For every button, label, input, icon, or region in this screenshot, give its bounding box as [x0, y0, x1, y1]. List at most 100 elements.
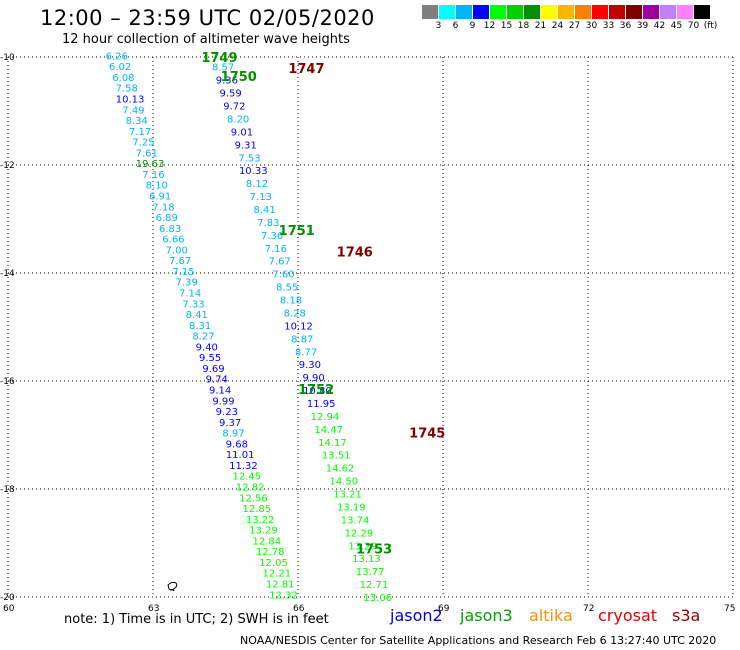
x-tick-label: 60 [3, 604, 15, 614]
swh-value-label: 13.19 [337, 502, 366, 513]
legend-swatch [422, 5, 439, 19]
swh-value-label: 6.83 [159, 224, 181, 235]
legend-label: 42 [653, 21, 666, 31]
swh-value-label: 9.37 [219, 418, 241, 429]
swh-value-label: 12.56 [239, 493, 268, 504]
swh-value-label: 13.29 [348, 541, 377, 552]
swh-value-label: 14.47 [314, 425, 343, 436]
swh-value-label: 7.14 [179, 289, 201, 300]
swh-value-label: 19.63 [136, 159, 165, 170]
pass-labels: 1749 1750 1747 1751 1746 1752 1745 1753 [201, 51, 445, 557]
mission-name: altika [529, 606, 573, 625]
plot-frame [8, 57, 733, 597]
swh-value-label: 8.34 [126, 116, 148, 127]
legend-label: 21 [534, 21, 547, 31]
swh-value-label: 10.13 [116, 94, 145, 105]
swh-value-label: 9.14 [209, 386, 231, 397]
color-legend-labels: 3 6 9 12 15 18 21 24 27 30 33 36 39 42 45 70 (ft) [430, 21, 719, 31]
legend-swatch [490, 5, 507, 19]
legend-label: 15 [500, 21, 513, 31]
swh-value-label: 8.41 [253, 205, 275, 216]
swh-value-label: 9.23 [216, 407, 238, 418]
swh-value-label: 8.41 [186, 310, 208, 321]
swh-value-label: 6.89 [156, 213, 178, 224]
swh-value-label: 7.16 [142, 170, 164, 181]
mission-name: cryosat [598, 606, 658, 625]
swh-value-label: 13.13 [352, 554, 381, 565]
swh-value-label: 8.97 [222, 429, 244, 440]
swh-value-label: 8.28 [284, 308, 306, 319]
legend-label: 70 [687, 21, 700, 31]
swh-value-label: 7.13 [250, 192, 272, 203]
swh-value-label: 9.69 [202, 364, 224, 375]
swh-value-label: 13.51 [322, 451, 351, 462]
swh-value-label: 8.12 [246, 179, 268, 190]
swh-value-label: 7.36 [261, 231, 283, 242]
swh-value-label: 8.87 [291, 334, 313, 345]
chart-title: 12:00 – 23:59 UTC 02/05/2020 [40, 6, 375, 30]
swh-value-label: 6.66 [162, 235, 184, 246]
footnote: note: 1) Time is in UTC; 2) SWH is in fe… [64, 612, 329, 627]
swh-value-label: 11.32 [229, 461, 258, 472]
legend-label: 30 [585, 21, 598, 31]
swh-value-label: 14.50 [329, 477, 358, 488]
y-tick-label: -16 [0, 377, 15, 387]
swh-value-label: 13.77 [356, 567, 385, 578]
swh-value-label: 12.45 [232, 472, 261, 483]
swh-value-label: 12.94 [311, 412, 340, 423]
swh-value-label: 6.02 [109, 62, 131, 73]
swh-value-label: 12.84 [253, 536, 282, 547]
swh-value-label: 9.36 [216, 76, 238, 87]
swh-value-label: 14.62 [326, 464, 355, 475]
swh-data-points: 6.266.026.087.5810.137.498.347.177.257.6… [106, 51, 392, 604]
legend-label: 6 [452, 21, 459, 31]
legend-swatch [456, 5, 473, 19]
pass-number-label: 1747 [288, 62, 324, 77]
swh-value-label: 7.17 [129, 127, 151, 138]
pass-number-label: 1745 [409, 426, 445, 441]
swh-value-label: 12.81 [266, 580, 295, 591]
x-tick-label: 69 [438, 604, 450, 614]
legend-label: 18 [517, 21, 530, 31]
swh-value-label: 9.55 [199, 353, 221, 364]
x-tick-label: 72 [583, 604, 594, 614]
swh-value-label: 11.95 [307, 399, 336, 410]
legend-swatch [473, 5, 490, 19]
swh-value-label: 7.15 [172, 267, 194, 278]
swh-value-label: 6.08 [112, 73, 134, 84]
legend-swatch [541, 5, 558, 19]
legend-label: 3 [435, 21, 442, 31]
legend-label: 27 [568, 21, 581, 31]
swh-value-label: 9.90 [302, 373, 324, 384]
pass-number-label: 1749 [201, 51, 237, 66]
island-outline [167, 581, 178, 592]
swh-value-label: 10.33 [239, 166, 268, 177]
swh-value-label: 6.26 [106, 51, 128, 62]
swh-value-label: 7.53 [238, 153, 260, 164]
y-tick-label: -12 [0, 161, 15, 171]
swh-value-label: 7.00 [166, 245, 188, 256]
swh-value-label: 7.60 [272, 270, 294, 281]
y-tick-label: -10 [0, 53, 15, 63]
y-tick-label: -14 [0, 269, 15, 279]
credit-line: NOAA/NESDIS Center for Satellite Applica… [240, 634, 717, 647]
swh-value-label: 7.18 [152, 202, 174, 213]
grid-lines [7, 56, 734, 598]
swh-value-label: 11.01 [226, 450, 255, 461]
swh-value-label: 12.78 [256, 547, 285, 558]
swh-value-label: 7.25 [132, 138, 154, 149]
swh-value-label: 9.68 [226, 439, 248, 450]
swh-value-label: 9.31 [235, 140, 257, 151]
swh-value-label: 7.49 [122, 105, 144, 116]
swh-value-label: 13.22 [246, 515, 275, 526]
swh-value-label: 8.27 [192, 332, 214, 343]
pass-number-label: 1751 [279, 224, 315, 239]
legend-label: 12 [483, 21, 496, 31]
swh-value-label: 12.05 [259, 558, 288, 569]
legend-swatch [609, 5, 626, 19]
mission-name: jason2 [390, 606, 443, 625]
chart-subtitle: 12 hour collection of altimeter wave hei… [62, 32, 350, 47]
y-tick-label: -18 [0, 485, 15, 495]
x-tick-label: 66 [293, 604, 305, 614]
